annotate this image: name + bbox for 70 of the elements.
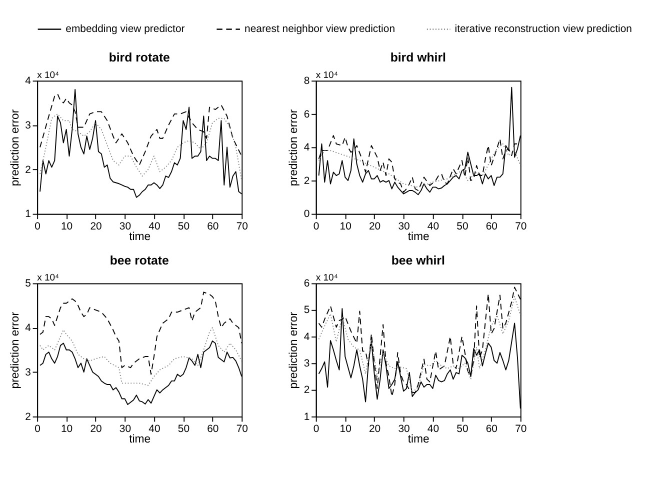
x-tick-label: 20 (368, 222, 381, 233)
y-tick-label: 5 (304, 305, 310, 316)
y-tick-label: 3 (304, 358, 310, 370)
chart-title: bird whirl (390, 50, 446, 65)
x-tick-label: 50 (178, 222, 190, 233)
x-axis-title: time (408, 230, 430, 243)
x-tick-label: 70 (515, 222, 527, 233)
text: x 10⁴ (37, 70, 60, 81)
y-tick-label: 6 (304, 109, 310, 120)
x-tick-label: 30 (119, 424, 132, 436)
y-tick-label: 4 (304, 142, 310, 154)
x-tick-label: 30 (398, 222, 410, 233)
legend-label: iterative reconstruction view prediction (454, 24, 632, 36)
x-tick-label: 20 (368, 424, 381, 436)
x-tick-label: 0 (313, 222, 320, 233)
y-axis-title: prediction error (288, 109, 300, 186)
x-axis-title: time (408, 434, 430, 446)
chart-title: bird rotate (108, 50, 170, 65)
y-tick-label: 5 (25, 278, 32, 290)
y-tick-label: 2 (304, 176, 310, 187)
x-tick-label: 50 (178, 424, 190, 436)
y-tick-label: 3 (25, 367, 32, 378)
x-tick-label: 30 (119, 222, 132, 233)
text: x 10⁴ (37, 272, 60, 284)
legend-label: embedding view predictor (66, 24, 186, 36)
x-tick-label: 60 (207, 222, 219, 233)
chart-title: bee rotate (110, 253, 170, 268)
x-tick-label: 60 (486, 424, 498, 436)
x-tick-label: 50 (456, 424, 468, 436)
y-tick-label: 6 (304, 278, 310, 290)
text: x 10⁴ (316, 70, 338, 81)
y-axis-title: prediction error (288, 312, 300, 389)
y-tick-label: 3 (25, 120, 32, 132)
x-tick-label: 40 (427, 424, 440, 436)
x-tick-label: 10 (340, 222, 352, 233)
x-tick-label: 30 (398, 424, 410, 436)
x-tick-label: 10 (340, 424, 352, 436)
y-tick-label: 4 (25, 323, 32, 334)
y-tick-label: 0 (304, 209, 310, 220)
x-tick-label: 20 (90, 424, 102, 436)
y-tick-label: 1 (25, 209, 32, 220)
y-tick-label: 8 (304, 76, 310, 87)
x-tick-label: 50 (456, 222, 468, 233)
x-tick-label: 10 (60, 424, 73, 436)
legend-label: nearest neighbor view prediction (244, 24, 396, 36)
y-tick-label: 1 (304, 412, 310, 423)
x-tick-label: 40 (148, 424, 160, 436)
text: x 10⁴ (316, 272, 338, 284)
x-axis-title: time (129, 230, 151, 243)
y-tick-label: 2 (25, 164, 32, 176)
x-tick-label: 60 (486, 222, 498, 233)
y-axis-title: prediction error (9, 312, 22, 389)
x-tick-label: 0 (34, 222, 41, 233)
y-tick-label: 2 (25, 412, 32, 423)
x-tick-label: 20 (90, 222, 102, 233)
x-tick-label: 60 (207, 424, 219, 436)
y-tick-label: 4 (304, 332, 310, 343)
y-tick-label: 4 (25, 76, 32, 87)
x-tick-label: 70 (236, 424, 248, 436)
x-tick-label: 70 (236, 222, 248, 233)
y-axis-title: prediction error (9, 109, 22, 186)
x-tick-label: 10 (60, 222, 73, 233)
x-tick-label: 40 (148, 222, 160, 233)
y-tick-label: 2 (304, 385, 310, 396)
x-axis-title: time (129, 434, 151, 446)
x-tick-label: 0 (313, 424, 320, 436)
x-tick-label: 40 (427, 222, 440, 233)
x-tick-label: 70 (515, 424, 527, 436)
x-tick-label: 0 (34, 424, 41, 436)
chart-title: bee whirl (391, 253, 445, 268)
